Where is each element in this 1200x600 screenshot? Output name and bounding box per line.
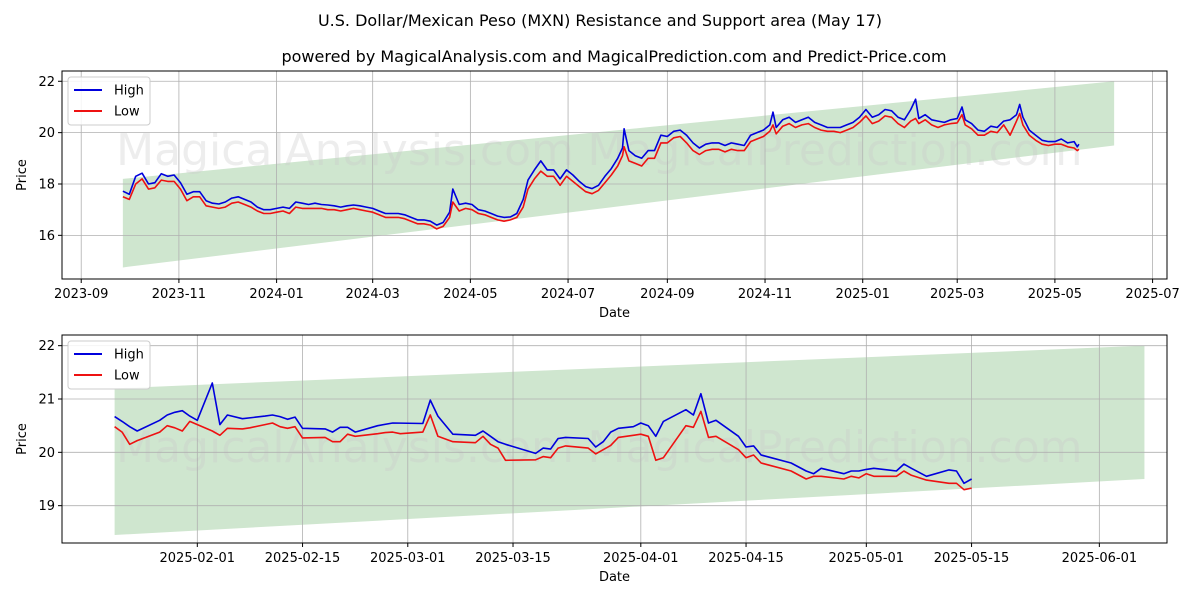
x-tick-label: 2024-01 xyxy=(249,287,303,302)
y-tick-label: 16 xyxy=(38,229,55,244)
legend-label-high: High xyxy=(114,84,144,99)
x-tick-label: 2023-09 xyxy=(54,287,108,302)
top-chart-axes: MagicalAnalysis.com MagicalPrediction.com… xyxy=(15,70,1180,321)
bottom-chart-axes: MagicalAnalysis.com MagicalPrediction.com… xyxy=(15,334,1168,585)
x-tick-label: 2025-03 xyxy=(930,287,984,302)
support-resistance-band xyxy=(122,81,1115,268)
x-tick-label: 2023-11 xyxy=(152,287,206,302)
x-tick-label: 2025-01 xyxy=(836,287,890,302)
x-tick-label: 2025-06-01 xyxy=(1062,551,1138,566)
watermark-right: MagicalPrediction.com xyxy=(588,422,1083,473)
x-tick-label: 2024-07 xyxy=(541,287,595,302)
axes-frame xyxy=(61,334,1168,544)
legend: High Low xyxy=(67,76,151,126)
y-tick-label: 18 xyxy=(38,177,55,192)
x-tick-label: 2025-07 xyxy=(1125,287,1179,302)
x-tick-label: 2024-03 xyxy=(346,287,400,302)
x-tick-label: 2025-03-15 xyxy=(475,551,551,566)
y-tick-label: 22 xyxy=(38,75,55,90)
y-tick-label: 20 xyxy=(38,446,55,461)
chart-title: U.S. Dollar/Mexican Peso (MXN) Resistanc… xyxy=(318,11,882,30)
legend: High Low xyxy=(67,340,151,390)
y-axis-label: Price xyxy=(15,423,30,455)
x-tick-label: 2025-04-15 xyxy=(708,551,784,566)
x-tick-label: 2025-03-01 xyxy=(370,551,446,566)
x-tick-label: 2025-04-01 xyxy=(603,551,679,566)
x-tick-label: 2025-05-01 xyxy=(829,551,905,566)
legend-label-low: Low xyxy=(114,369,140,384)
x-tick-label: 2024-09 xyxy=(640,287,694,302)
x-tick-label: 2025-02-15 xyxy=(265,551,341,566)
y-tick-label: 19 xyxy=(38,499,55,514)
watermark-left: MagicalAnalysis.com xyxy=(116,125,574,176)
x-tick-label: 2025-05-15 xyxy=(934,551,1010,566)
support-resistance-band xyxy=(114,345,1145,535)
y-tick-label: 22 xyxy=(38,339,55,354)
x-tick-label: 2025-05 xyxy=(1028,287,1082,302)
y-tick-label: 21 xyxy=(38,393,55,408)
axes-frame xyxy=(61,70,1168,280)
x-tick-label: 2024-05 xyxy=(443,287,497,302)
chart-subtitle: powered by MagicalAnalysis.com and Magic… xyxy=(281,47,946,66)
series-line-low xyxy=(122,112,1080,230)
x-axis-label: Date xyxy=(599,570,630,585)
series-line-high xyxy=(122,98,1080,226)
x-tick-label: 2024-11 xyxy=(738,287,792,302)
x-tick-label: 2025-02-01 xyxy=(160,551,236,566)
x-axis-label: Date xyxy=(599,306,630,321)
series-line-high xyxy=(114,382,972,485)
y-axis-label: Price xyxy=(15,159,30,191)
y-tick-label: 20 xyxy=(38,126,55,141)
legend-label-low: Low xyxy=(114,105,140,120)
watermark-left: MagicalAnalysis.com xyxy=(116,422,574,473)
series-line-low xyxy=(114,410,972,491)
legend-label-high: High xyxy=(114,348,144,363)
